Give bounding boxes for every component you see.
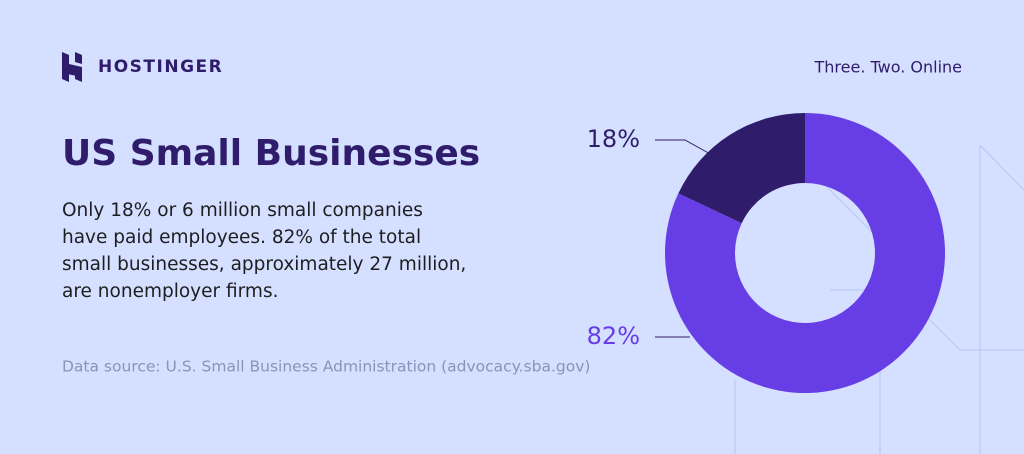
data-label: 82% (587, 322, 640, 350)
leader-line (655, 139, 713, 156)
donut-slice (665, 113, 945, 394)
brand: HOSTINGER (98, 57, 223, 77)
donut-slice (678, 113, 805, 224)
description-line: Only 18% or 6 million small companies (62, 200, 423, 221)
description-line: small businesses, approximately 27 milli… (62, 254, 466, 275)
donut-chart: 18% 82% (587, 113, 945, 394)
tagline: Three. Two. Online (814, 58, 963, 77)
description-line: are nonemployer firms. (62, 281, 278, 302)
logo (62, 52, 82, 82)
data-label: 18% (587, 125, 640, 153)
description: Only 18% or 6 million small companies hav… (62, 200, 466, 302)
chart-title: US Small Businesses (62, 133, 480, 174)
source: Data source: U.S. Small Business Adminis… (62, 358, 590, 376)
description-line: have paid employees. 82% of the total (62, 227, 421, 248)
